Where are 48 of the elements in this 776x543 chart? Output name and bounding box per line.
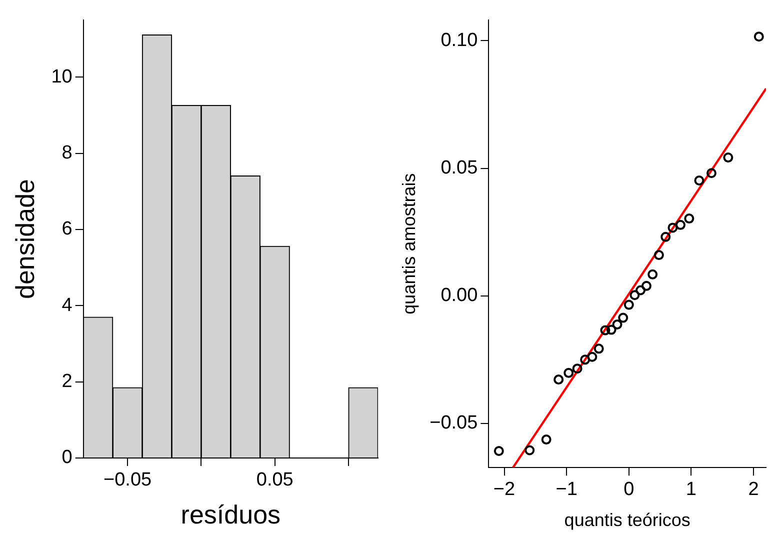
- point: [606, 324, 616, 335]
- point: [580, 354, 590, 365]
- point: [694, 176, 704, 186]
- point: [600, 325, 610, 336]
- x-tick-label: −1: [556, 479, 578, 500]
- x-tick-label: −0.05: [103, 470, 152, 491]
- y-tick-label: 4: [62, 294, 73, 316]
- y-tick-label: 8: [62, 142, 72, 164]
- point: [624, 300, 634, 310]
- x-tick-label: −2: [493, 479, 516, 500]
- point: [660, 232, 671, 242]
- x-axis-title: resíduos: [180, 500, 281, 530]
- y-tick-label: 0.00: [440, 285, 478, 306]
- y-tick-label: 0: [62, 447, 72, 468]
- point: [572, 364, 582, 374]
- y-axis-title: densidade: [10, 179, 40, 299]
- y-tick-label: 2: [62, 371, 72, 392]
- point: [524, 445, 535, 456]
- point: [564, 368, 574, 378]
- x-tick-label: 0: [624, 479, 634, 500]
- point: [594, 344, 604, 354]
- y-axis-title: quantis amostrais: [398, 173, 419, 314]
- point: [630, 290, 640, 300]
- point: [668, 222, 678, 233]
- point: [554, 374, 564, 385]
- point: [706, 168, 716, 178]
- point: [612, 319, 622, 330]
- x-tick-label: 2: [748, 479, 759, 500]
- point: [684, 214, 694, 224]
- point: [675, 220, 686, 230]
- y-tick-label: 6: [62, 218, 72, 240]
- x-tick-label: 0.05: [256, 470, 294, 491]
- y-tick-label: 10: [51, 66, 72, 88]
- point: [754, 32, 764, 42]
- y-tick-label: 0.05: [440, 158, 478, 178]
- y-tick-label: −0.05: [430, 412, 478, 434]
- x-tick-label: 1: [686, 479, 697, 500]
- point: [636, 285, 646, 296]
- point: [494, 446, 504, 456]
- point: [654, 250, 664, 260]
- point: [618, 312, 628, 323]
- point: [587, 352, 598, 362]
- point: [648, 269, 658, 280]
- y-tick-label: 0.10: [440, 30, 478, 51]
- point: [641, 280, 652, 291]
- point: [541, 434, 552, 445]
- point: [723, 152, 734, 163]
- x-axis-title: quantis teóricos: [564, 510, 690, 530]
